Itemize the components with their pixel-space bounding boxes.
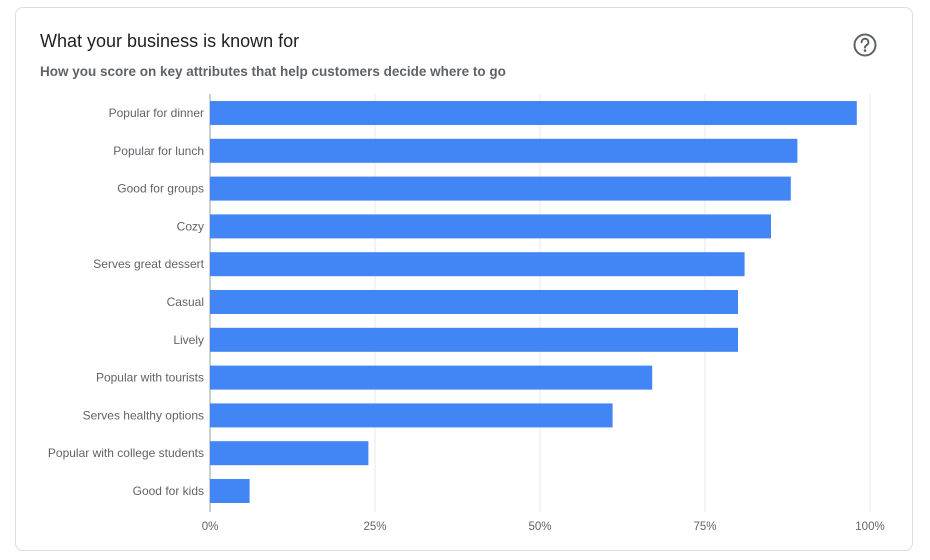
category-label: Serves healthy options (83, 408, 204, 422)
x-tick-label: 100% (855, 521, 884, 533)
bar-10[interactable] (210, 479, 250, 503)
category-label: Casual (167, 295, 204, 309)
bar-0[interactable] (210, 101, 857, 125)
bar-6[interactable] (210, 327, 738, 352)
x-tick-label: 25% (363, 521, 386, 533)
category-label: Lively (173, 333, 204, 347)
chart-card: What your business is known for How you … (15, 7, 913, 551)
category-label: Serves great dessert (93, 257, 204, 271)
bar-4[interactable] (210, 252, 745, 277)
card-subtitle: How you score on key attributes that hel… (40, 64, 506, 79)
category-label: Good for groups (117, 182, 204, 196)
bar-5[interactable] (210, 290, 738, 314)
bar-3[interactable] (210, 214, 771, 239)
help-circle-icon[interactable] (852, 32, 878, 58)
category-label: Popular for lunch (113, 144, 204, 158)
category-label: Good for kids (133, 484, 204, 498)
x-tick-label: 50% (528, 521, 551, 533)
bar-8[interactable] (210, 403, 613, 428)
category-label: Popular with tourists (96, 371, 204, 385)
x-tick-label: 0% (202, 521, 219, 533)
card-title: What your business is known for (40, 31, 300, 51)
category-label: Cozy (177, 219, 204, 233)
category-label: Popular for dinner (109, 106, 204, 120)
bar-9[interactable] (210, 441, 369, 466)
bar-2[interactable] (210, 176, 791, 201)
bar-7[interactable] (210, 365, 653, 390)
category-label: Popular with college students (48, 446, 204, 460)
x-tick-label: 75% (693, 521, 716, 533)
bar-1[interactable] (210, 138, 798, 163)
